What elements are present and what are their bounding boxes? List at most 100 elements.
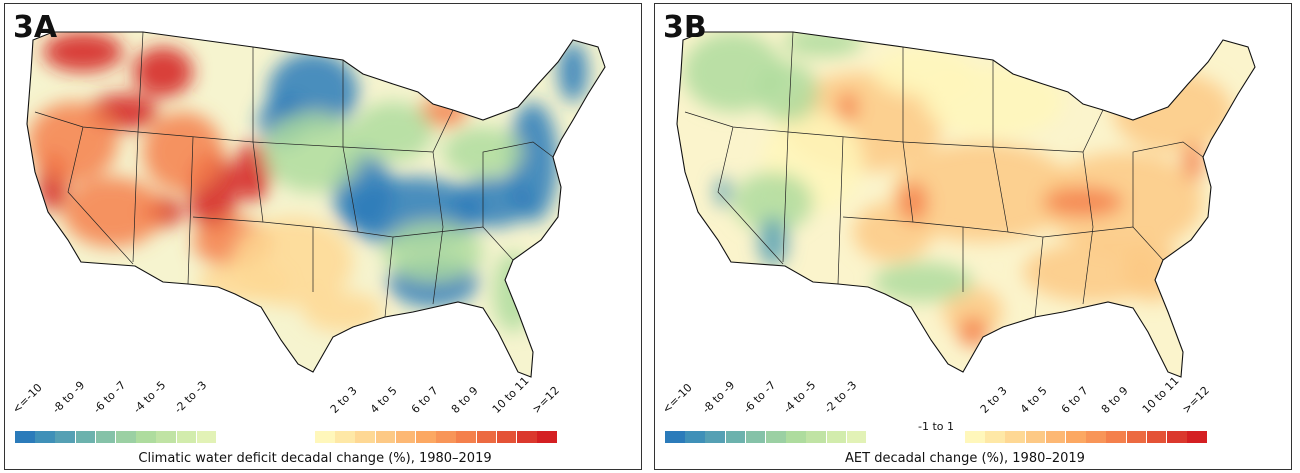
legend-swatch: [335, 431, 355, 443]
state-boundary: [252, 141, 314, 292]
legend-swatch: [496, 431, 517, 443]
change-region: [1043, 187, 1123, 217]
us-outline: [676, 31, 1256, 378]
state-boundary: [187, 136, 194, 285]
change-region: [733, 172, 813, 232]
legend-swatch: [665, 431, 685, 443]
legend-swatch: [1167, 431, 1187, 443]
legend-swatch: [476, 431, 497, 443]
legend-swatch: [725, 431, 746, 443]
legend-title: Climatic water deficit decadal change (%…: [138, 451, 492, 466]
state-boundary: [192, 216, 264, 223]
change-region: [263, 112, 363, 192]
change-region: [943, 287, 1003, 337]
state-boundary: [1082, 151, 1094, 228]
state-boundary: [684, 31, 794, 133]
legend-swatch: [1187, 431, 1207, 443]
legend-swatch: [416, 431, 436, 443]
change-region: [838, 92, 858, 122]
legend-swatch: [55, 431, 75, 443]
legend-swatch: [1025, 431, 1046, 443]
legend-swatch: [95, 431, 116, 443]
change-region: [63, 177, 163, 247]
panel-title: 3A: [13, 10, 58, 45]
legend-swatch: [1066, 431, 1086, 443]
legend-swatch: [806, 431, 826, 443]
legend-swatch: [1005, 431, 1025, 443]
change-region: [873, 47, 973, 97]
legend-swatch: [826, 431, 847, 443]
change-region: [235, 142, 271, 202]
legend-title: AET decadal change (%), 1980–2019: [845, 451, 1085, 466]
change-region: [198, 262, 288, 302]
change-region: [383, 222, 483, 282]
change-region: [715, 177, 731, 207]
state-boundary: [432, 151, 444, 228]
legend-swatch: [176, 431, 197, 443]
legend: <=-10 -8 to -9 -6 to -7 -4 to -5 -2 to -3 2 t…: [10, 374, 615, 466]
legend-swatch: [315, 431, 335, 443]
legend: <=-10 -8 to -9 -6 to -7 -4 to -5 -2 to -3 2 t…: [660, 374, 1265, 466]
legend-swatch: [156, 431, 176, 443]
map-aet-change: [676, 31, 1256, 378]
change-region: [303, 292, 383, 332]
state-boundary: [902, 141, 964, 292]
legend-swatch: [35, 431, 55, 443]
legend-swatch: [537, 431, 557, 443]
state-boundary: [1132, 141, 1204, 227]
state-boundary: [717, 126, 784, 265]
change-region: [558, 42, 588, 102]
legend-label-neutral: -1 to 1: [918, 420, 955, 433]
legend-swatch: [196, 431, 217, 443]
legend-swatch: [75, 431, 96, 443]
legend-swatch: [766, 431, 786, 443]
panel-3b: 3B <=-10 -8 to -9 -6 to -7 -4 to -5 -2 to -3…: [654, 3, 1292, 470]
change-region: [893, 142, 1073, 242]
state-boundary: [782, 131, 789, 263]
panel-title: 3B: [663, 10, 707, 45]
change-region: [898, 182, 928, 222]
state-boundary: [1082, 226, 1094, 305]
change-region: [1123, 242, 1183, 302]
change-region: [758, 217, 788, 267]
change-region: [1113, 72, 1233, 152]
legend-swatch: [1086, 431, 1106, 443]
change-region: [28, 102, 118, 182]
legend-swatch: [15, 431, 35, 443]
us-outline: [26, 31, 606, 378]
map-cwd-change: [26, 31, 606, 378]
state-boundary: [482, 141, 554, 227]
state-boundary: [842, 216, 914, 223]
legend-swatch: [745, 431, 766, 443]
change-region: [873, 262, 973, 302]
state-boundary: [432, 226, 444, 305]
legend-swatch: [705, 431, 725, 443]
legend-swatch: [685, 431, 705, 443]
change-region: [43, 32, 123, 72]
legend-swatch: [786, 431, 806, 443]
state-boundary: [132, 131, 139, 263]
change-region: [493, 252, 533, 332]
legend-swatch: [846, 431, 867, 443]
panel-3a: 3A <=-10 -8 to -9 -6 to -7 -4 to -5 -2 to -3…: [4, 3, 642, 470]
legend-swatch: [517, 431, 537, 443]
change-region: [133, 47, 193, 97]
change-region: [143, 112, 223, 192]
legend-swatch: [1106, 431, 1126, 443]
legend-swatch: [355, 431, 375, 443]
change-region: [453, 177, 533, 227]
change-region: [758, 62, 818, 122]
change-region: [1183, 142, 1203, 182]
legend-swatch: [1126, 431, 1147, 443]
legend-swatch: [136, 431, 156, 443]
legend-swatch: [965, 431, 985, 443]
legend-swatch: [436, 431, 456, 443]
change-region: [783, 32, 863, 57]
legend-swatch: [395, 431, 416, 443]
legend-swatch: [1146, 431, 1167, 443]
change-region: [353, 102, 433, 162]
legend-swatch: [116, 431, 136, 443]
state-boundary: [34, 31, 144, 133]
legend-swatch: [456, 431, 476, 443]
change-region: [958, 317, 988, 347]
